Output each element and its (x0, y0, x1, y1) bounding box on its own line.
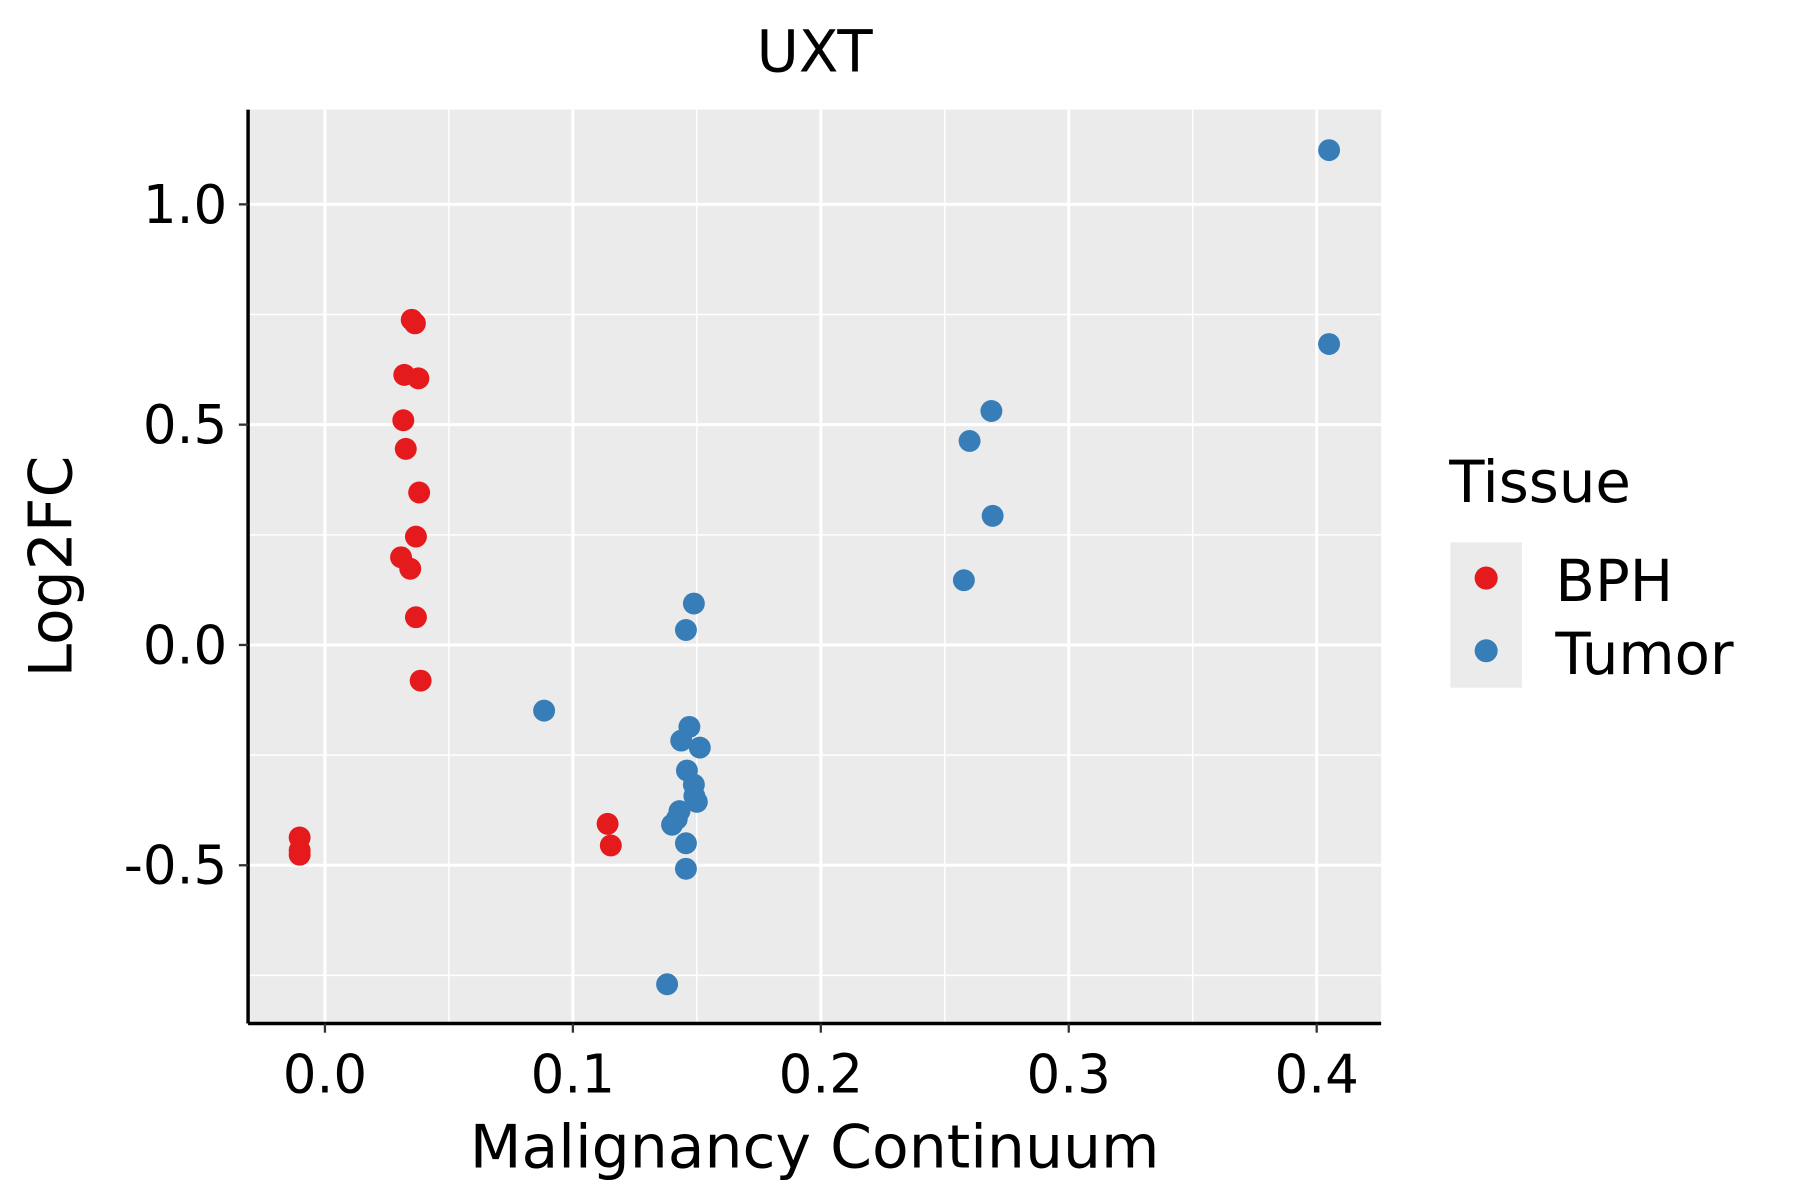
y-tick-label: 0.0 (143, 614, 227, 676)
y-tick-label: -0.5 (124, 835, 228, 897)
legend-key-bph (1474, 566, 1498, 590)
y-tick-label: 1.0 (143, 174, 227, 236)
point-tumor (661, 813, 684, 836)
point-bph (599, 834, 622, 857)
point-tumor (1318, 333, 1341, 355)
point-tumor (674, 832, 697, 855)
point-tumor (656, 973, 679, 996)
point-bph (408, 481, 431, 504)
point-tumor (1318, 139, 1341, 162)
point-tumor (674, 857, 697, 880)
legend-label-bph: BPH (1555, 547, 1673, 615)
point-bph (596, 812, 619, 835)
point-tumor (674, 619, 697, 641)
x-tick-label: 0.4 (1274, 1044, 1358, 1106)
x-axis-title: Malignancy Continuum (470, 1113, 1160, 1183)
y-tick-label: 0.5 (143, 394, 227, 456)
point-bph (399, 557, 422, 580)
point-tumor (958, 430, 981, 452)
point-tumor (685, 790, 708, 813)
point-bph (288, 843, 311, 866)
point-bph (409, 669, 432, 692)
point-bph (403, 312, 426, 335)
legend-key-background (1450, 542, 1522, 688)
point-tumor (682, 592, 705, 615)
x-tick-label: 0.2 (779, 1044, 863, 1106)
x-tick-label: 0.0 (283, 1044, 367, 1106)
point-tumor (980, 400, 1003, 422)
point-bph (394, 437, 417, 460)
point-bph (407, 367, 430, 390)
x-tick-label: 0.3 (1027, 1044, 1111, 1106)
point-bph (404, 525, 427, 548)
chart-title: UXT (757, 18, 874, 86)
point-bph (404, 606, 427, 629)
point-tumor (688, 736, 711, 759)
point-tumor (981, 504, 1004, 527)
x-tick-label: 0.1 (531, 1044, 615, 1106)
y-axis-title: Log2FC (17, 456, 87, 678)
legend-label-tumor: Tumor (1554, 620, 1734, 688)
legend-title: Tissue (1448, 448, 1631, 516)
legend: Tissue BPH Tumor (1448, 448, 1734, 688)
point-tumor (952, 569, 975, 592)
point-tumor (670, 729, 693, 752)
legend-key-tumor (1474, 639, 1498, 663)
point-bph (392, 409, 415, 432)
point-tumor (533, 699, 556, 722)
